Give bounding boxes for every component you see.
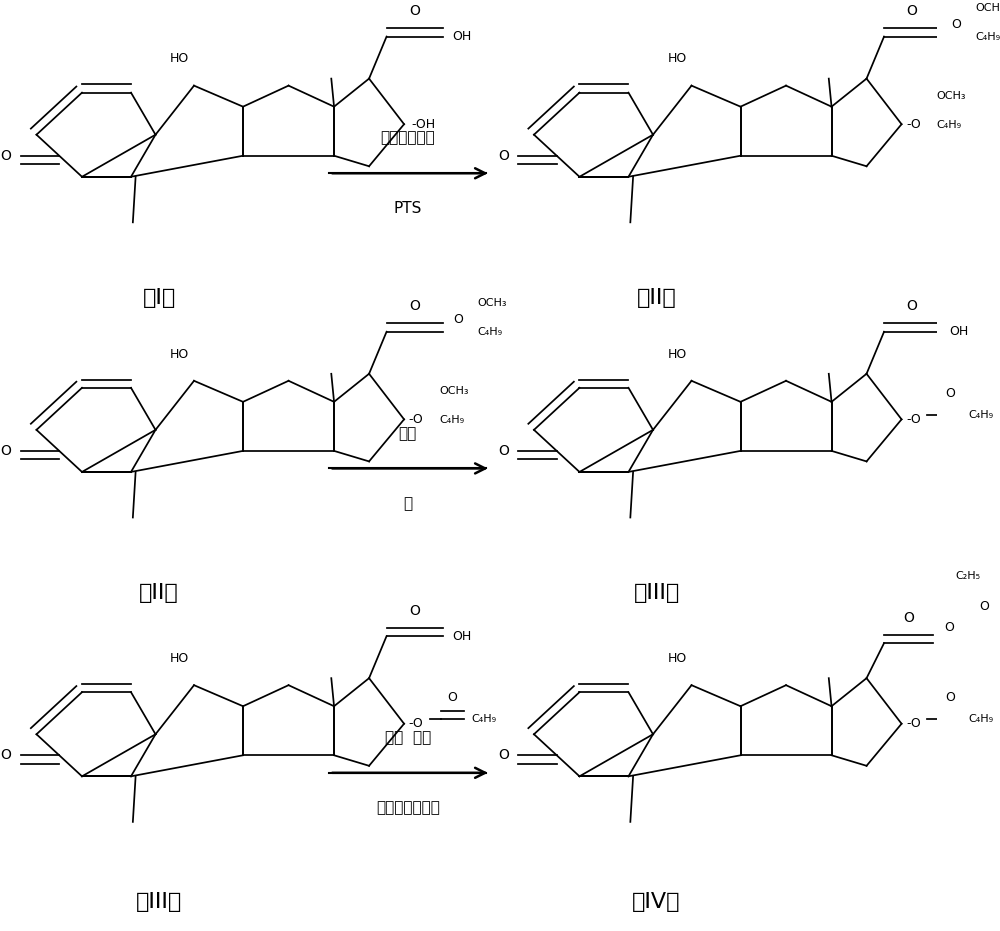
Text: O: O: [907, 299, 918, 313]
Text: O: O: [454, 313, 464, 326]
Text: O: O: [945, 692, 955, 705]
Text: O: O: [979, 600, 989, 613]
Text: -O: -O: [906, 412, 921, 425]
Text: HO: HO: [668, 652, 687, 665]
Text: OCH₃: OCH₃: [975, 3, 1000, 13]
Text: C₂H₅: C₂H₅: [956, 572, 981, 581]
Text: （I）: （I）: [142, 288, 176, 308]
Text: 原戊酸三甲酯: 原戊酸三甲酯: [380, 130, 435, 145]
Text: HO: HO: [170, 652, 189, 665]
Text: C₄H₉: C₄H₉: [975, 32, 1000, 42]
Text: O: O: [903, 611, 914, 625]
Text: O: O: [409, 603, 420, 617]
Text: O: O: [1, 149, 12, 163]
Text: OH: OH: [452, 629, 471, 642]
Text: O: O: [907, 4, 918, 18]
Text: O: O: [951, 18, 961, 31]
Text: PTS: PTS: [394, 201, 422, 216]
Text: 水: 水: [403, 496, 412, 511]
Text: C₄H₉: C₄H₉: [471, 714, 496, 724]
Text: OCH₃: OCH₃: [478, 298, 507, 308]
Text: O: O: [409, 4, 420, 18]
Text: 二甲基氨基吡啶: 二甲基氨基吡啶: [376, 801, 440, 816]
Text: O: O: [498, 749, 509, 762]
Text: O: O: [498, 444, 509, 458]
Text: （II）: （II）: [139, 583, 179, 603]
Text: -O: -O: [906, 117, 921, 130]
Text: O: O: [1, 444, 12, 458]
Text: （II）: （II）: [637, 288, 676, 308]
Text: -OH: -OH: [411, 117, 436, 130]
Text: （IV）: （IV）: [632, 892, 681, 912]
Text: 醋酐  吡啶: 醋酐 吡啶: [385, 730, 431, 745]
Text: O: O: [1, 749, 12, 762]
Text: C₄H₉: C₄H₉: [969, 410, 994, 420]
Text: HO: HO: [668, 347, 687, 360]
Text: -O: -O: [906, 717, 921, 730]
Text: O: O: [448, 692, 457, 705]
Text: O: O: [944, 621, 954, 634]
Text: HO: HO: [668, 52, 687, 65]
Text: C₄H₉: C₄H₉: [439, 414, 464, 425]
Text: O: O: [498, 149, 509, 163]
Text: OH: OH: [949, 325, 969, 338]
Text: HO: HO: [170, 347, 189, 360]
Text: O: O: [945, 387, 955, 400]
Text: OH: OH: [452, 30, 471, 43]
Text: HO: HO: [170, 52, 189, 65]
Text: O: O: [409, 299, 420, 313]
Text: C₄H₉: C₄H₉: [937, 119, 962, 129]
Text: （III）: （III）: [633, 583, 680, 603]
Text: 硫酸: 硫酸: [399, 425, 417, 440]
Text: OCH₃: OCH₃: [439, 386, 469, 397]
Text: C₄H₉: C₄H₉: [969, 714, 994, 724]
Text: -O: -O: [409, 412, 423, 425]
Text: -O: -O: [409, 717, 423, 730]
Text: （III）: （III）: [136, 892, 182, 912]
Text: OCH₃: OCH₃: [937, 91, 966, 101]
Text: C₄H₉: C₄H₉: [478, 327, 503, 337]
